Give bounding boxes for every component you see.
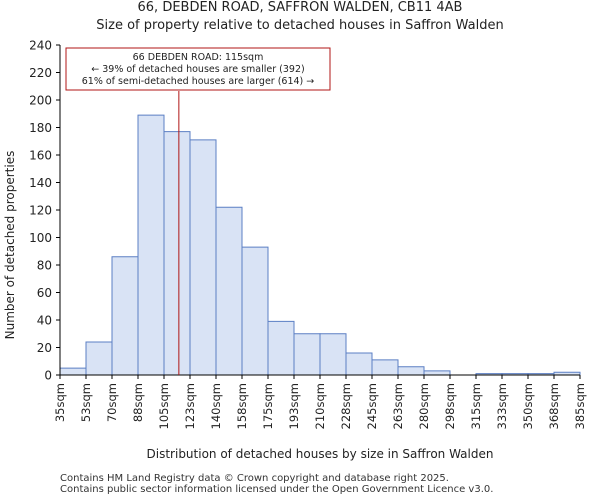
x-tick-label: 298sqm <box>443 383 457 429</box>
x-tick-label: 70sqm <box>105 383 119 422</box>
x-tick-label: 385sqm <box>573 383 587 429</box>
y-tick-label: 100 <box>29 231 52 245</box>
y-tick-label: 40 <box>37 314 52 328</box>
annotation-box: 66 DEBDEN ROAD: 115sqm ← 39% of detached… <box>65 47 331 91</box>
y-tick-label: 60 <box>37 286 52 300</box>
x-tick-label: 35sqm <box>53 383 67 422</box>
y-tick-label: 220 <box>29 66 52 80</box>
y-tick-label: 120 <box>29 204 52 218</box>
histogram-bar <box>59 367 87 376</box>
x-tick-label: 263sqm <box>391 383 405 429</box>
histogram-bar <box>215 206 243 376</box>
chart-title: 66, DEBDEN ROAD, SAFFRON WALDEN, CB11 4A… <box>137 0 463 15</box>
y-axis-label: Number of detached properties <box>3 151 17 340</box>
annotation-line-1: 66 DEBDEN ROAD: 115sqm <box>133 52 264 63</box>
y-tick-label: 0 <box>44 369 52 383</box>
histogram-bar <box>163 131 191 376</box>
x-tick-label: 140sqm <box>209 383 223 429</box>
x-tick-label: 193sqm <box>287 383 301 429</box>
histogram-bar <box>423 370 451 376</box>
histogram-bar <box>267 320 295 376</box>
x-tick-label: 228sqm <box>339 383 353 429</box>
x-axis-label: Distribution of detached houses by size … <box>147 447 494 461</box>
x-tick-label: 88sqm <box>131 383 145 422</box>
histogram-bar <box>111 256 139 376</box>
x-tick-label: 158sqm <box>235 383 249 429</box>
x-tick-label: 333sqm <box>495 383 509 429</box>
y-tick-label: 160 <box>29 149 52 163</box>
histogram-bar <box>345 352 373 376</box>
x-tick-label: 350sqm <box>521 383 535 429</box>
x-tick-label: 210sqm <box>313 383 327 429</box>
y-tick-label: 200 <box>29 94 52 108</box>
x-tick-label: 368sqm <box>547 383 561 429</box>
x-tick-label: 105sqm <box>157 383 171 429</box>
x-tick-label: 123sqm <box>183 383 197 429</box>
x-tick-label: 315sqm <box>469 383 483 429</box>
y-tick-label: 140 <box>29 176 52 190</box>
bars-group <box>59 114 581 376</box>
histogram-bar <box>397 366 425 376</box>
histogram-bar <box>293 333 321 376</box>
y-tick-label: 20 <box>37 341 52 355</box>
histogram-bar <box>85 341 113 376</box>
annotation-frame <box>65 47 331 91</box>
x-tick-label: 280sqm <box>417 383 431 429</box>
footer-copyright: Contains HM Land Registry data © Crown c… <box>60 473 449 484</box>
histogram-bar <box>371 359 399 376</box>
x-axis: 35sqm 53sqm 70sqm 88sqm 105sqm 123sqm 140sqm 15… <box>53 374 587 429</box>
x-tick-label: 245sqm <box>365 383 379 429</box>
histogram-bar <box>241 246 269 376</box>
x-tick-label: 53sqm <box>79 383 93 422</box>
y-tick-label: 180 <box>29 121 52 135</box>
histogram-bar <box>319 333 347 376</box>
y-axis: 0 20 40 60 80 100 120 140 160 180 200 220 240 <box>29 39 61 383</box>
annotation-line-3: 61% of semi-detached houses are larger (… <box>82 76 315 87</box>
x-tick-label: 175sqm <box>261 383 275 429</box>
y-tick-label: 80 <box>37 259 52 273</box>
chart-subtitle: Size of property relative to detached ho… <box>96 18 504 33</box>
histogram-bar <box>137 114 165 376</box>
histogram-bar <box>189 139 217 376</box>
annotation-line-2: ← 39% of detached houses are smaller (39… <box>91 64 304 75</box>
footer-licence: Contains public sector information licen… <box>60 484 494 495</box>
y-tick-label: 240 <box>29 39 52 53</box>
